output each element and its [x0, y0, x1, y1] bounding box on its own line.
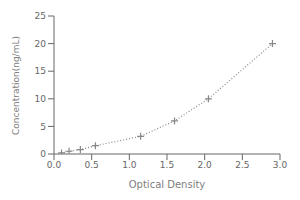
- svg-text:25: 25: [35, 11, 46, 21]
- svg-text:15: 15: [35, 66, 46, 76]
- svg-text:1.5: 1.5: [160, 160, 174, 170]
- svg-text:20: 20: [35, 39, 47, 49]
- svg-text:0: 0: [40, 149, 46, 159]
- svg-text:2.0: 2.0: [198, 160, 213, 170]
- svg-text:1.0: 1.0: [122, 160, 137, 170]
- svg-text:10: 10: [35, 94, 47, 104]
- svg-text:0.0: 0.0: [47, 160, 62, 170]
- svg-text:5: 5: [40, 122, 46, 132]
- svg-text:0.5: 0.5: [85, 160, 99, 170]
- svg-text:3.0: 3.0: [273, 160, 288, 170]
- svg-text:Concentration(ng/mL): Concentration(ng/mL): [11, 36, 21, 135]
- svg-text:Optical Density: Optical Density: [129, 179, 206, 190]
- svg-text:2.5: 2.5: [235, 160, 249, 170]
